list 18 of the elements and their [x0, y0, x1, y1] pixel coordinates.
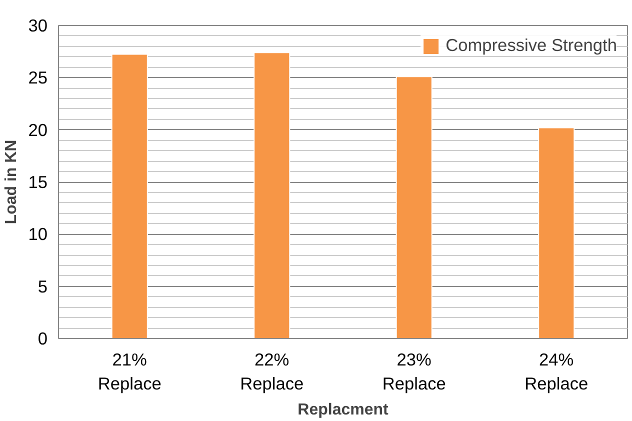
x-tick-label: 23% Replace [382, 350, 446, 394]
x-axis-title: Replacment [298, 402, 390, 418]
bar [396, 76, 432, 338]
y-tick-label: 25 [28, 68, 48, 88]
y-axis-title: Load in KN [3, 140, 20, 224]
bar [254, 52, 290, 338]
x-tick-label: 24% Replace [524, 350, 588, 394]
y-tick-label: 30 [28, 16, 48, 36]
y-tick-label: 5 [38, 276, 48, 296]
x-tick-label: 21% Replace [98, 350, 162, 394]
legend-label: Compressive Strength [446, 35, 617, 56]
y-tick-label: 15 [28, 172, 48, 192]
x-tick-label: 22% Replace [240, 350, 304, 394]
bar [538, 127, 575, 338]
bar [111, 54, 148, 338]
y-tick-label: 10 [28, 224, 48, 244]
y-tick-label: 0 [38, 328, 48, 348]
y-tick-label: 20 [28, 120, 48, 140]
